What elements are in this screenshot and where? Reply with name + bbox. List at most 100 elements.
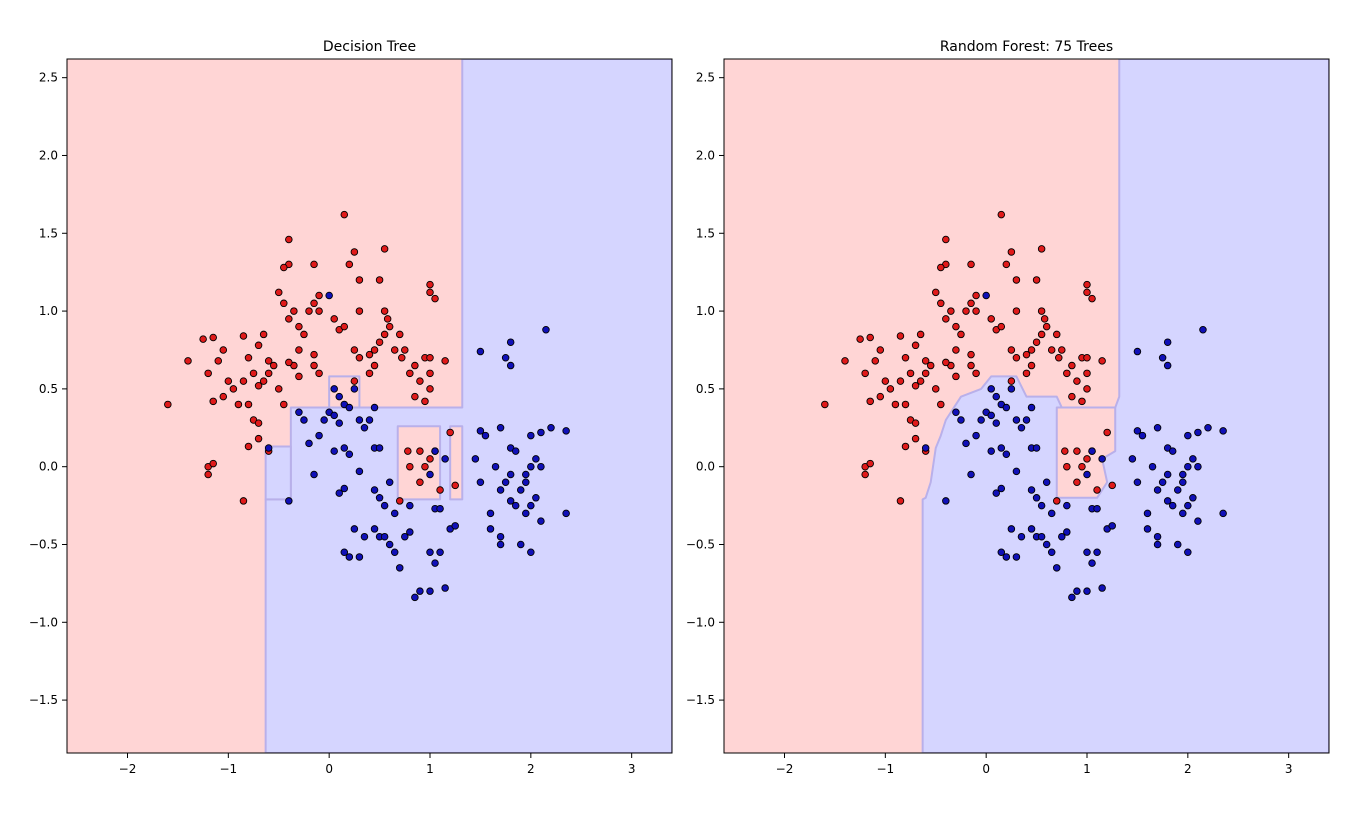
scatter-point-class-1 — [1037, 501, 1046, 510]
scatter-point-class-0 — [244, 442, 253, 451]
scatter-point-class-1 — [1184, 431, 1192, 440]
scatter-point-class-0 — [275, 385, 283, 393]
scatter-point-class-1 — [335, 489, 344, 497]
scatter-point-class-0 — [295, 372, 303, 381]
scatter-point-class-1 — [1153, 486, 1162, 494]
scatter-point-class-0 — [398, 354, 406, 362]
scatter-point-class-0 — [330, 315, 338, 323]
y-tick-label: 0.0 — [696, 460, 715, 474]
scatter-point-class-1 — [1153, 424, 1162, 432]
scatter-point-class-0 — [355, 307, 364, 315]
plot-frame — [723, 58, 1330, 754]
scatter-point-class-1 — [350, 385, 359, 393]
scatter-point-class-0 — [1002, 260, 1011, 269]
scatter-point-class-0 — [380, 307, 389, 315]
scatter-point-class-1 — [1153, 540, 1162, 549]
scatter-point-class-1 — [1058, 532, 1066, 541]
scatter-point-class-1 — [1068, 593, 1076, 602]
y-tick-label: −0.5 — [686, 537, 715, 551]
scatter-point-class-0 — [209, 397, 217, 406]
scatter-point-class-1 — [411, 593, 419, 602]
x-tick-label: 3 — [1285, 762, 1293, 776]
scatter-point-class-0 — [1052, 497, 1061, 505]
scatter-point-class-0 — [821, 400, 829, 409]
scatter-point-class-1 — [987, 447, 995, 455]
scatter-point-class-0 — [406, 369, 414, 378]
scatter-point-class-1 — [355, 467, 364, 476]
scatter-point-class-0 — [1037, 245, 1046, 253]
scatter-point-class-0 — [1078, 397, 1086, 406]
scatter-point-class-1 — [1042, 540, 1051, 549]
scatter-point-class-0 — [426, 354, 434, 362]
scatter-point-class-1 — [992, 489, 1001, 497]
scatter-point-class-1 — [380, 532, 389, 541]
scatter-point-class-1 — [997, 548, 1006, 557]
scatter-point-class-0 — [305, 307, 313, 315]
scatter-point-class-1 — [1022, 416, 1031, 424]
scatter-point-class-1 — [972, 431, 980, 440]
y-tick-label: 1.5 — [39, 226, 58, 240]
scatter-point-class-0 — [375, 276, 384, 284]
scatter-point-class-0 — [1078, 462, 1086, 471]
scatter-point-class-1 — [506, 470, 515, 479]
scatter-point-class-1 — [340, 548, 349, 557]
scatter-point-class-0 — [1083, 280, 1091, 289]
scatter-point-class-1 — [1143, 525, 1152, 533]
scatter-point-class-0 — [249, 369, 258, 378]
scatter-point-class-0 — [866, 333, 874, 342]
scatter-point-class-1 — [360, 532, 369, 541]
scatter-point-class-0 — [380, 330, 389, 339]
scatter-point-class-0 — [916, 330, 925, 339]
scatter-point-class-0 — [901, 442, 910, 451]
scatter-point-class-1 — [921, 444, 930, 452]
scatter-point-class-0 — [901, 354, 910, 362]
scatter-point-class-1 — [401, 532, 409, 541]
scatter-point-class-0 — [937, 400, 945, 409]
scatter-point-class-1 — [527, 501, 535, 510]
scatter-point-class-0 — [264, 369, 273, 378]
scatter-point-class-1 — [1108, 522, 1116, 530]
scatter-point-class-0 — [1012, 276, 1021, 284]
scatter-point-class-0 — [280, 299, 288, 308]
scatter-point-class-0 — [411, 361, 419, 370]
scatter-point-class-0 — [942, 315, 950, 323]
scatter-point-class-1 — [396, 564, 404, 572]
scatter-point-class-0 — [406, 462, 414, 471]
scatter-point-class-0 — [1083, 354, 1091, 362]
scatter-point-class-0 — [1061, 447, 1069, 455]
scatter-point-class-0 — [164, 400, 172, 409]
x-tick-label: 3 — [628, 762, 636, 776]
scatter-point-class-0 — [380, 245, 389, 253]
scatter-point-class-0 — [404, 447, 412, 455]
scatter-point-class-0 — [441, 357, 449, 365]
scatter-point-class-0 — [310, 361, 318, 370]
scatter-point-class-1 — [1098, 584, 1106, 592]
scatter-point-class-1 — [1002, 553, 1011, 561]
scatter-point-class-1 — [1012, 416, 1021, 424]
scatter-point-class-0 — [972, 307, 980, 315]
scatter-point-class-0 — [199, 335, 207, 343]
scatter-point-class-0 — [952, 346, 960, 354]
scatter-point-class-1 — [390, 509, 399, 518]
chart-title: Random Forest: 75 Trees — [940, 39, 1113, 55]
scatter-point-class-1 — [1012, 467, 1021, 476]
scatter-point-class-1 — [506, 361, 515, 370]
scatter-point-class-0 — [396, 330, 404, 339]
scatter-point-class-1 — [1173, 486, 1182, 494]
scatter-point-class-1 — [1189, 494, 1197, 502]
scatter-point-class-0 — [355, 354, 364, 362]
scatter-point-class-1 — [491, 462, 500, 471]
scatter-point-class-0 — [1040, 315, 1049, 323]
scatter-point-class-1 — [532, 494, 540, 502]
scatter-point-class-0 — [451, 481, 459, 490]
scatter-point-class-1 — [441, 455, 449, 463]
x-tick-label: 1 — [1083, 762, 1091, 776]
scatter-point-class-0 — [234, 400, 243, 409]
scatter-point-class-1 — [1194, 428, 1202, 437]
scatter-point-class-0 — [871, 357, 880, 365]
scatter-point-class-1 — [992, 419, 1001, 427]
scatter-point-class-1 — [1088, 559, 1096, 567]
scatter-point-class-1 — [295, 408, 303, 416]
scatter-point-class-1 — [330, 447, 338, 455]
scatter-point-class-1 — [952, 408, 960, 416]
